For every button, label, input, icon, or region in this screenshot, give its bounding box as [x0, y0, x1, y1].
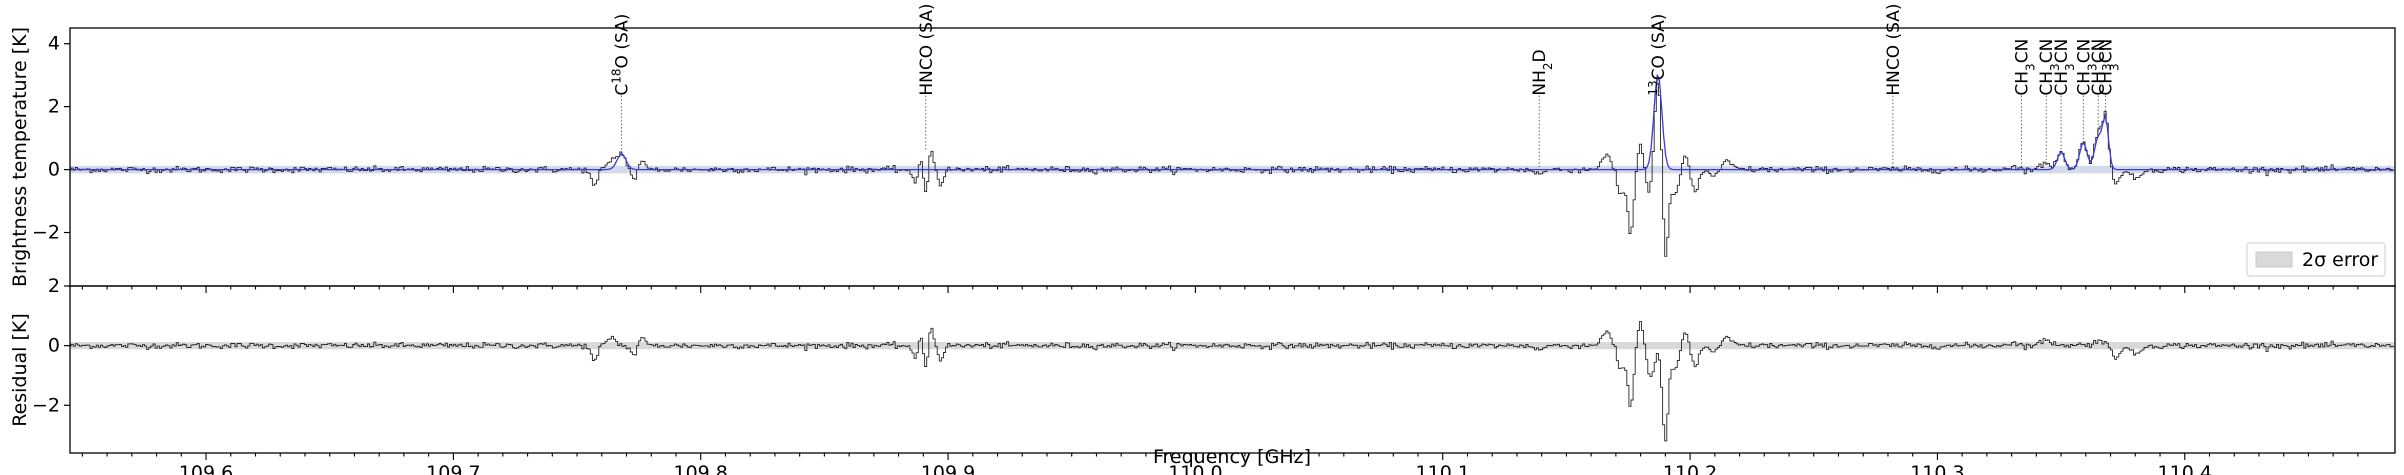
line-id-label: HNCO (SA)	[917, 3, 937, 95]
residual-y-ticks: −2 0 2	[32, 275, 70, 416]
spectrum-ytick-label: 2	[48, 96, 60, 118]
x-tick-label: 109.6	[179, 462, 233, 475]
spectrum-ytick-label: 4	[48, 33, 60, 55]
line-id-label: CH3CN	[2097, 39, 2122, 96]
spectrum-panel: −2 0 2 4 C18O (SA) HNCO (SA) NH2D 13CO (SA) HNC…	[9, 3, 2396, 293]
x-tick-label: 109.7	[426, 462, 480, 475]
residual-y-axis-label: Residual [K]	[9, 313, 31, 427]
x-tick-label: 110.0	[1168, 462, 1222, 475]
spectrum-y-axis-label: Brightness temperature [K]	[9, 27, 31, 287]
spectrum-axes-frame	[69, 27, 2396, 287]
spectrum-ytick-label: 0	[48, 159, 60, 181]
residual-panel: −2 0 2 109.6 109.7 109.8 109.9 110.0 110.1 110.2…	[9, 275, 2396, 475]
residual-axes-frame	[69, 285, 2396, 454]
x-tick-label: 110.3	[1910, 462, 1964, 475]
line-id-labels: C18O (SA) HNCO (SA) NH2D 13CO (SA) HNCO (SA)…	[610, 3, 2122, 95]
line-id-label: CH3CN	[2037, 39, 2062, 96]
x-tick-label: 109.8	[674, 462, 728, 475]
line-id-label: CH3CN	[2074, 39, 2099, 96]
legend-frame	[2246, 242, 2386, 277]
x-tick-label: 110.2	[1663, 462, 1717, 475]
residual-ytick-label: 2	[48, 275, 60, 297]
spectrum-ytick-label: −2	[32, 222, 60, 244]
model-line	[70, 74, 2394, 171]
spectrum-y-ticks: −2 0 2 4	[32, 33, 70, 244]
x-tick-label: 110.4	[2158, 462, 2212, 475]
residual-ytick-label: −2	[32, 394, 60, 416]
legend-label-error: 2σ error	[2302, 249, 2378, 271]
line-id-label: CH3CN	[2013, 39, 2038, 96]
line-id-label: CH3CN	[2052, 39, 2077, 96]
line-id-label: C18O (SA)	[610, 14, 633, 96]
x-tick-label: 110.1	[1416, 462, 1470, 475]
residual-x-ticks: 109.6 109.7 109.8 109.9 110.0 110.1 110.2 110.3…	[81, 453, 2359, 475]
residual-ytick-label: 0	[48, 335, 60, 357]
legend-swatch-error-band	[2255, 251, 2293, 268]
line-id-label: NH2D	[1530, 49, 1555, 95]
line-id-label: HNCO (SA)	[1884, 3, 1904, 95]
line-id-markers	[621, 75, 2107, 169]
residual-step-line	[70, 321, 2395, 442]
spectrum-x-ticks	[81, 286, 2359, 293]
residual-spectrum	[70, 321, 2395, 442]
model-spectrum	[70, 74, 2394, 171]
line-id-label: CH3CN	[2089, 39, 2114, 96]
line-id-label: 13CO (SA)	[1646, 14, 1669, 96]
legend: 2σ error	[2246, 242, 2386, 277]
x-axis-label: Frequency [GHz]	[1153, 446, 1311, 468]
x-tick-label: 109.9	[921, 462, 975, 475]
